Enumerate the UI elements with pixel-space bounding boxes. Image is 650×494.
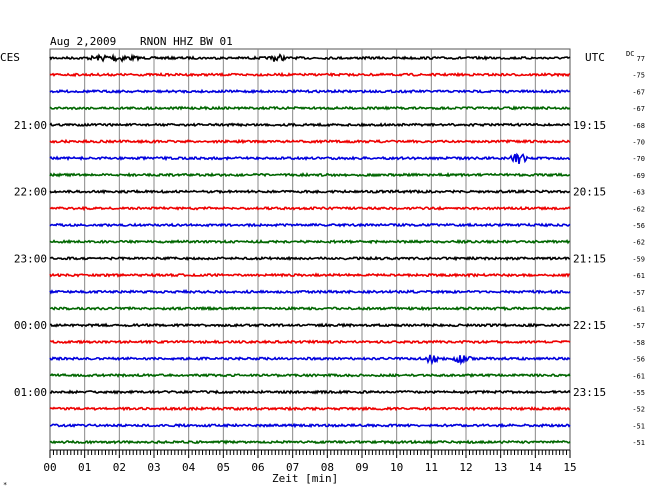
trace-row-12 (49, 255, 571, 262)
dc-offset-label: -62 (632, 205, 645, 213)
trace-row-9 (49, 205, 571, 212)
dc-offset-label: -55 (632, 389, 645, 397)
left-timezone-label: CES (0, 51, 20, 64)
dc-offset-label: -63 (632, 189, 645, 197)
trace-row-2 (49, 88, 571, 95)
dc-offset-label: -61 (632, 272, 645, 280)
dc-offset-label: -59 (632, 255, 645, 263)
trace-rows (49, 53, 571, 445)
x-tick-label: 11 (425, 461, 438, 474)
x-tick-label: 15 (563, 461, 576, 474)
dc-offset-label: 77 (637, 55, 645, 63)
dc-offset-label: -56 (632, 222, 645, 230)
dc-offset-label: -56 (632, 356, 645, 364)
trace-row-22 (49, 422, 571, 429)
left-hour-label: 00:00 (14, 319, 47, 332)
dc-offset-label: -58 (632, 339, 645, 347)
trace-row-0 (49, 53, 571, 63)
trace-row-3 (49, 105, 571, 111)
trace-row-10 (49, 222, 571, 228)
trace-row-11 (49, 238, 571, 245)
dc-header-label: DC (626, 50, 634, 58)
x-axis: 00 01 02 03 04 05 06 07 08 09 10 11 12 13 14 15 (43, 449, 577, 474)
dc-offset-label: -68 (632, 122, 645, 130)
dc-offset-label: -57 (632, 322, 645, 330)
trace-row-7 (49, 172, 571, 178)
x-tick-label: 01 (78, 461, 91, 474)
trace-row-21 (49, 405, 571, 412)
trace-row-16 (49, 322, 571, 329)
dc-offset-label: -57 (632, 289, 645, 297)
trace-row-4 (49, 121, 571, 128)
trace-row-23 (49, 439, 571, 445)
x-tick-label: 07 (286, 461, 299, 474)
grid-lines (49, 48, 571, 451)
trace-row-19 (49, 372, 571, 379)
trace-row-1 (49, 71, 571, 78)
x-tick-label: 14 (529, 461, 543, 474)
dc-offset-label: -70 (632, 155, 645, 163)
trace-row-13 (49, 272, 571, 278)
station-label: RNON HHZ BW 01 (140, 35, 233, 48)
dc-offset-label: -51 (632, 422, 645, 430)
x-tick-label: 10 (390, 461, 403, 474)
right-time-label: 21:15 (573, 252, 606, 265)
x-tick-label: 13 (494, 461, 507, 474)
dc-offset-label: -62 (632, 239, 645, 247)
right-time-label: 20:15 (573, 186, 606, 199)
x-tick-label: 06 (251, 461, 264, 474)
trace-row-14 (49, 289, 571, 295)
trace-row-8 (49, 188, 571, 195)
date-label: Aug 2,2009 (50, 35, 116, 48)
x-tick-label: 00 (43, 461, 56, 474)
trace-row-20 (49, 389, 571, 395)
dc-offset-label: -61 (632, 306, 645, 314)
dc-offset-label: -61 (632, 372, 645, 380)
left-hour-label: 01:00 (14, 386, 47, 399)
right-time-label: 23:15 (573, 386, 606, 399)
trace-row-15 (49, 305, 571, 312)
x-tick-label: 08 (321, 461, 334, 474)
dc-offset-label: -69 (632, 172, 645, 180)
right-time-label: 22:15 (573, 319, 606, 332)
trace-row-6 (49, 152, 571, 164)
left-hour-label: 21:00 (14, 119, 47, 132)
left-hour-label: 22:00 (14, 186, 47, 199)
right-time-label: 19:15 (573, 119, 606, 132)
trace-row-17 (49, 339, 571, 345)
dc-offset-label: -75 (632, 72, 645, 80)
dc-offset-label: -51 (632, 439, 645, 447)
x-tick-label: 04 (182, 461, 196, 474)
trace-row-5 (49, 138, 571, 145)
dc-offset-label: -70 (632, 139, 645, 147)
x-tick-label: 05 (217, 461, 230, 474)
x-tick-label: 09 (355, 461, 368, 474)
row-labels: 21:00 22:00 23:00 00:00 01:00 19:15 20:15 21:15… (14, 55, 645, 447)
left-hour-label: 23:00 (14, 252, 47, 265)
x-tick-label: 02 (113, 461, 126, 474)
x-axis-label: Zeit [min] (272, 472, 338, 485)
trace-row-18 (49, 354, 571, 366)
x-tick-label: 03 (147, 461, 160, 474)
corner-mark: * (3, 481, 7, 489)
dc-offset-label: -67 (632, 88, 645, 96)
x-tick-label: 12 (459, 461, 472, 474)
dc-offset-label: -52 (632, 406, 645, 414)
right-timezone-label: UTC (585, 51, 605, 64)
dc-offset-label: -67 (632, 105, 645, 113)
